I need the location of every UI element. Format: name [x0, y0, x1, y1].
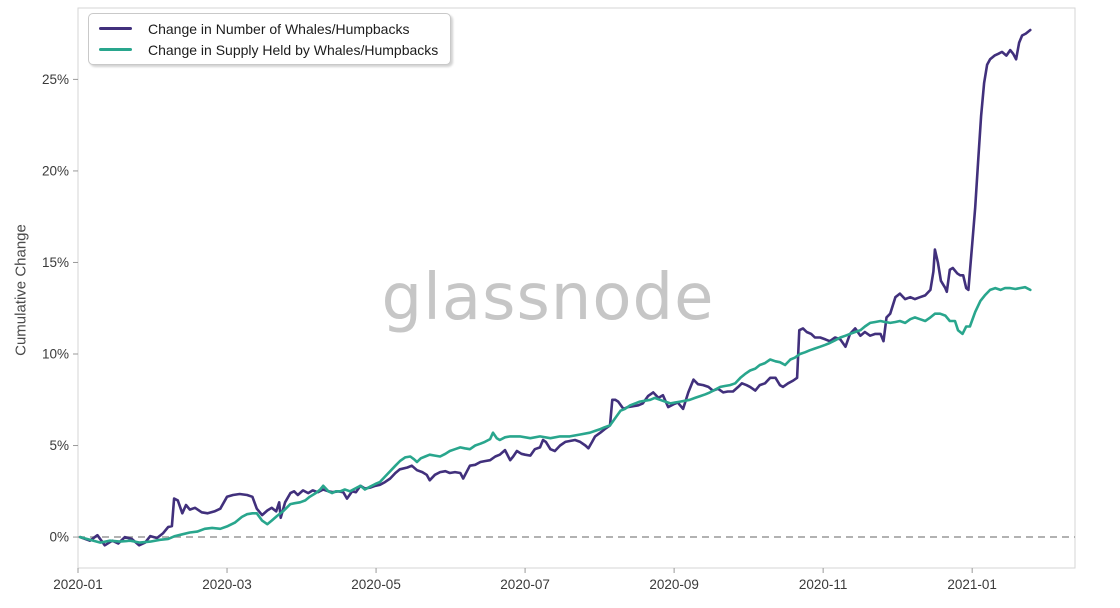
y-tick-label: 0%: [49, 530, 69, 545]
x-tick-label: 2020-07: [500, 577, 550, 592]
legend-item-supply-held: Change in Supply Held by Whales/Humpback…: [99, 39, 438, 60]
y-tick-label: 20%: [42, 163, 69, 178]
legend: Change in Number of Whales/Humpbacks Cha…: [88, 13, 452, 65]
legend-label: Change in Number of Whales/Humpbacks: [148, 20, 410, 37]
legend-item-number-of-whales: Change in Number of Whales/Humpbacks: [99, 18, 438, 39]
series-line-0: [78, 28, 1032, 547]
x-tick-label: 2020-11: [799, 577, 848, 592]
legend-label: Change in Supply Held by Whales/Humpback…: [148, 41, 439, 58]
legend-line-swatch-teal: [99, 47, 132, 52]
series-line-1: [78, 285, 1032, 544]
x-tick-label: 2021-01: [947, 577, 997, 592]
x-tick-label: 2020-01: [53, 577, 103, 592]
x-tick-label: 2020-09: [649, 577, 699, 592]
x-tick-label: 2020-05: [351, 577, 401, 592]
y-tick-label: 25%: [42, 72, 69, 87]
y-tick-label: 5%: [49, 438, 69, 453]
legend-line-swatch-purple: [99, 26, 132, 31]
y-tick-label: 10%: [42, 346, 69, 361]
y-axis-title: Cumulative Change: [12, 224, 30, 356]
x-tick-label: 2020-03: [202, 577, 252, 592]
y-tick-label: 15%: [42, 255, 69, 270]
plot-border: [77, 7, 1076, 569]
